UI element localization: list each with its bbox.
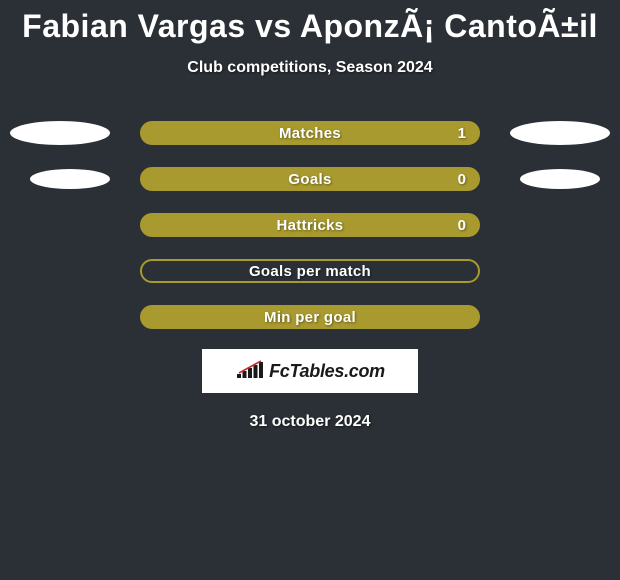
- stats-rows: Matches1Goals0Hattricks0Goals per matchM…: [0, 121, 620, 329]
- stat-value-right: 0: [458, 171, 466, 188]
- stat-value-right: 0: [458, 217, 466, 234]
- stat-row: Goals0: [0, 167, 620, 191]
- logo-text: FcTables.com: [269, 361, 385, 382]
- stat-bar: Goals0: [140, 167, 480, 191]
- stat-bar: Goals per match: [140, 259, 480, 283]
- indicator-ellipse-right: [510, 121, 610, 145]
- stat-label: Hattricks: [142, 217, 478, 234]
- logo-chart-icon: [235, 358, 263, 385]
- stat-label: Matches: [142, 125, 478, 142]
- stat-label: Min per goal: [142, 309, 478, 326]
- stat-value-right: 1: [458, 125, 466, 142]
- infographic-container: Fabian Vargas vs AponzÃ¡ CantoÃ±il Club …: [0, 0, 620, 431]
- logo-box: FcTables.com: [202, 349, 418, 393]
- stat-label: Goals per match: [142, 263, 478, 280]
- stat-row: Hattricks0: [0, 213, 620, 237]
- stat-label: Goals: [142, 171, 478, 188]
- date-text: 31 october 2024: [250, 413, 371, 431]
- page-title: Fabian Vargas vs AponzÃ¡ CantoÃ±il: [22, 8, 598, 45]
- subtitle: Club competitions, Season 2024: [187, 59, 432, 77]
- stat-bar: Hattricks0: [140, 213, 480, 237]
- stat-bar: Min per goal: [140, 305, 480, 329]
- indicator-ellipse-right: [520, 169, 600, 189]
- stat-row: Matches1: [0, 121, 620, 145]
- indicator-ellipse-left: [30, 169, 110, 189]
- stat-row: Goals per match: [0, 259, 620, 283]
- stat-row: Min per goal: [0, 305, 620, 329]
- stat-bar: Matches1: [140, 121, 480, 145]
- indicator-ellipse-left: [10, 121, 110, 145]
